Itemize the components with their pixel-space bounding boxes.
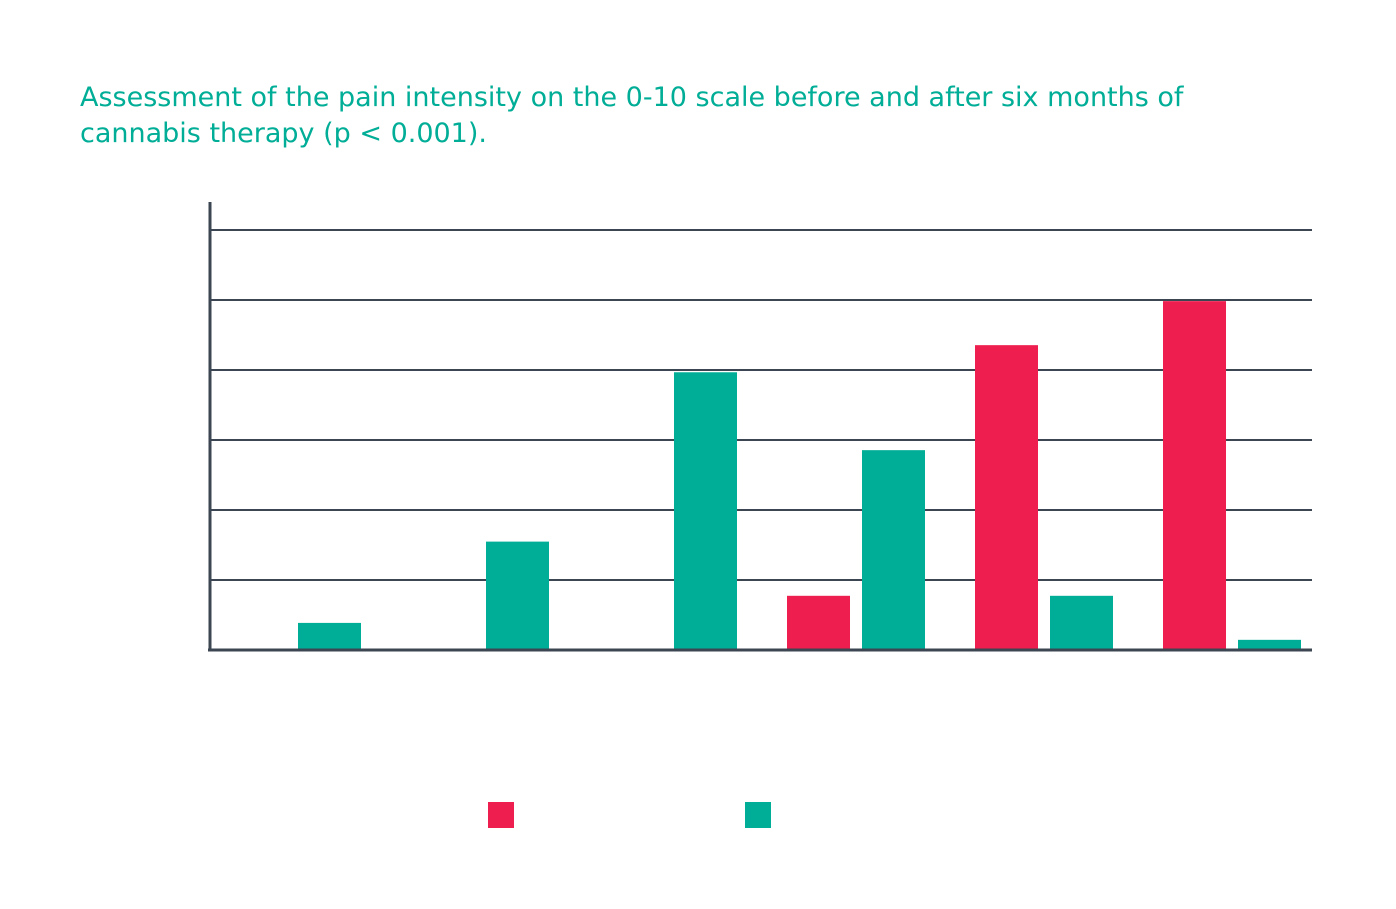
legend-swatch-series-2 [745,802,771,828]
legend [488,802,771,828]
bar-series-2-category-4 [862,450,925,650]
bars [298,301,1301,650]
axes [208,202,1312,652]
gridlines [210,229,1312,581]
bar-series-2-category-3 [674,372,737,650]
bar-series-1-category-5 [975,345,1038,650]
legend-swatch-series-1 [488,802,514,828]
chart-title: Assessment of the pain intensity on the … [80,82,1184,149]
bar-series-1-category-4 [787,595,850,650]
bar-series-2-category-5 [1050,595,1113,650]
bar-series-2-category-6 [1238,639,1301,650]
bar-series-2-category-1 [298,622,361,650]
bar-series-2-category-2 [486,541,549,650]
bar-series-1-category-6 [1163,301,1226,650]
